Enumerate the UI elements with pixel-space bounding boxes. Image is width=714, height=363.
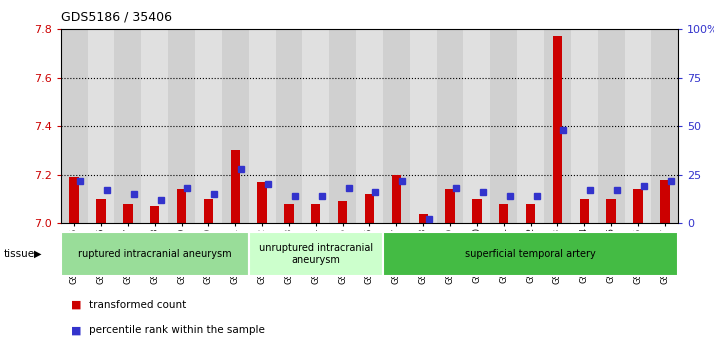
Bar (418, 213, 428, 223)
Bar (168, 29, 195, 223)
Bar (517, 29, 544, 223)
Bar (311, 204, 321, 223)
Bar (114, 29, 141, 223)
Bar (302, 29, 329, 223)
Bar (222, 29, 248, 223)
Text: percentile rank within the sample: percentile rank within the sample (89, 325, 265, 335)
Bar (248, 29, 276, 223)
Bar (598, 29, 625, 223)
Text: ruptured intracranial aneurysm: ruptured intracranial aneurysm (78, 249, 231, 259)
Bar (338, 201, 347, 223)
Bar (231, 150, 240, 223)
Bar (383, 29, 410, 223)
Bar (150, 206, 159, 223)
Text: transformed count: transformed count (89, 300, 186, 310)
Bar (491, 29, 517, 223)
Bar (544, 29, 571, 223)
Bar (356, 29, 383, 223)
Bar (61, 29, 88, 223)
Text: ■: ■ (71, 300, 82, 310)
Bar (276, 29, 302, 223)
Bar (195, 29, 222, 223)
Text: superficial temporal artery: superficial temporal artery (466, 249, 596, 259)
Bar (329, 29, 356, 223)
Text: ■: ■ (71, 325, 82, 335)
Text: ▶: ▶ (34, 249, 42, 259)
Text: unruptured intracranial
aneurysm: unruptured intracranial aneurysm (258, 243, 373, 265)
Bar (651, 29, 678, 223)
Bar (410, 29, 437, 223)
Bar (437, 29, 463, 223)
FancyBboxPatch shape (248, 232, 383, 276)
Text: tissue: tissue (4, 249, 35, 259)
Bar (96, 199, 106, 223)
Bar (472, 199, 482, 223)
Bar (625, 29, 651, 223)
Bar (660, 180, 670, 223)
Bar (365, 194, 374, 223)
FancyBboxPatch shape (61, 232, 248, 276)
Bar (553, 36, 562, 223)
Bar (123, 204, 133, 223)
Bar (499, 204, 508, 223)
Bar (257, 182, 267, 223)
Text: GDS5186 / 35406: GDS5186 / 35406 (61, 11, 171, 24)
Bar (580, 199, 589, 223)
Bar (392, 175, 401, 223)
Bar (203, 199, 213, 223)
Bar (606, 199, 616, 223)
Bar (446, 189, 455, 223)
Bar (633, 189, 643, 223)
Bar (88, 29, 114, 223)
Bar (69, 177, 79, 223)
Bar (177, 189, 186, 223)
Bar (141, 29, 168, 223)
FancyBboxPatch shape (383, 232, 678, 276)
Bar (284, 204, 293, 223)
Bar (463, 29, 491, 223)
Bar (526, 204, 536, 223)
Bar (571, 29, 598, 223)
